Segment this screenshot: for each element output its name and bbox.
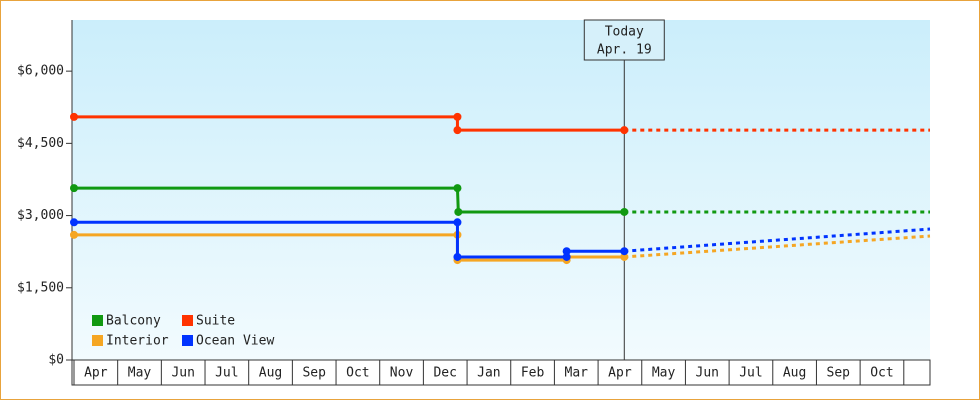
point (70, 184, 78, 193)
point (562, 247, 571, 256)
series-line (74, 233, 625, 262)
point (70, 230, 78, 239)
x-tick-label: Sep (827, 366, 851, 381)
point (453, 112, 462, 121)
legend-swatch (92, 335, 103, 346)
x-tick-label: Aug (783, 366, 806, 381)
today-label: Today (605, 25, 644, 40)
x-tick-label: Oct (346, 366, 369, 381)
point (453, 252, 462, 261)
point (620, 252, 629, 261)
x-tick-label: Jul (215, 366, 238, 381)
legend-swatch (182, 315, 193, 326)
legend-swatch (182, 335, 193, 346)
series-line (74, 115, 625, 132)
x-tick-label: Mar (565, 366, 589, 381)
x-tick-label: Apr (608, 366, 632, 381)
today-box (583, 19, 665, 61)
legend-swatch (92, 315, 103, 326)
x-tick-label: Sep (302, 366, 326, 381)
series-line (74, 220, 625, 259)
x-tick-label: Jul (739, 366, 762, 381)
point (453, 184, 462, 193)
legend-label: Balcony (106, 314, 161, 329)
legend-label: Ocean View (196, 334, 274, 349)
y-tick-label: $6,000 (17, 64, 64, 79)
point (70, 218, 78, 227)
y-tick-label: $3,000 (17, 208, 64, 223)
x-tick-label: Oct (870, 366, 893, 381)
projection-line (624, 227, 931, 253)
point (453, 126, 462, 135)
x-tick-label: Aug (259, 366, 282, 381)
x-tick-label: Jun (171, 366, 194, 381)
y-tick-label: $1,500 (17, 280, 64, 295)
point (620, 126, 629, 135)
point (453, 218, 462, 227)
legend-label: Suite (196, 314, 235, 329)
point (454, 207, 463, 216)
legend-label: Interior (106, 334, 169, 349)
plot-area (72, 20, 930, 360)
today-label: Apr. 19 (597, 43, 652, 58)
x-tick-label: Dec (433, 366, 456, 381)
x-tick-label: Jan (477, 366, 500, 381)
point (620, 247, 629, 256)
series-line (74, 186, 625, 214)
point (562, 252, 571, 261)
projection-line (624, 234, 931, 259)
x-tick-label: Apr (84, 366, 108, 381)
x-tick-label: Feb (521, 366, 545, 381)
x-tick-label: Nov (390, 366, 414, 381)
point (70, 112, 78, 121)
x-tick-label: May (128, 366, 152, 381)
y-tick-label: $0 (48, 353, 64, 368)
x-tick-label: May (652, 366, 676, 381)
y-tick-label: $4,500 (17, 136, 64, 151)
point (620, 207, 629, 216)
x-tick-label: Jun (696, 366, 719, 381)
